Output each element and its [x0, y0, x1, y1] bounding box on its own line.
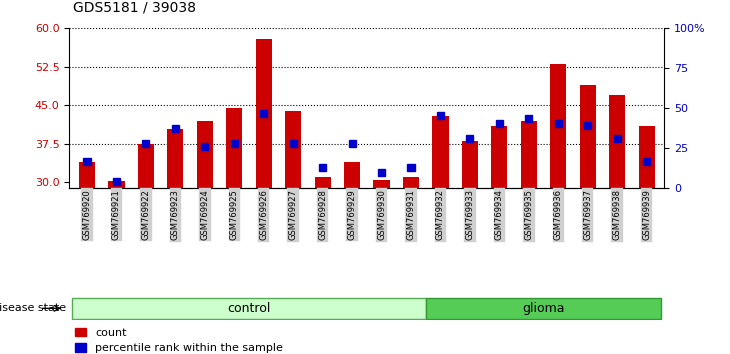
- Bar: [315, 177, 331, 188]
- Text: GSM769936: GSM769936: [554, 189, 563, 240]
- Bar: [172, 125, 179, 132]
- Bar: [226, 108, 242, 188]
- Bar: [643, 159, 650, 165]
- Bar: [520, 121, 537, 188]
- Bar: [555, 120, 562, 127]
- Text: GSM769932: GSM769932: [436, 189, 445, 240]
- Text: GSM769923: GSM769923: [171, 189, 180, 240]
- Bar: [614, 135, 620, 142]
- Bar: [580, 85, 596, 188]
- Text: GSM769937: GSM769937: [583, 189, 592, 240]
- Bar: [348, 141, 356, 148]
- Bar: [374, 180, 390, 188]
- Bar: [113, 178, 120, 185]
- Bar: [378, 169, 385, 176]
- Bar: [407, 164, 415, 171]
- Bar: [526, 115, 532, 122]
- Bar: [609, 95, 626, 188]
- Text: GSM769939: GSM769939: [642, 189, 651, 240]
- Bar: [432, 116, 448, 188]
- Bar: [285, 110, 301, 188]
- Text: GSM769938: GSM769938: [612, 189, 622, 240]
- FancyBboxPatch shape: [72, 297, 426, 319]
- Bar: [167, 129, 183, 188]
- Text: GSM769933: GSM769933: [466, 189, 474, 240]
- FancyBboxPatch shape: [426, 297, 661, 319]
- Text: GDS5181 / 39038: GDS5181 / 39038: [73, 0, 196, 14]
- Text: GSM769920: GSM769920: [82, 189, 91, 240]
- Bar: [491, 126, 507, 188]
- Bar: [83, 159, 91, 165]
- Bar: [201, 143, 208, 150]
- Bar: [319, 164, 326, 171]
- Text: glioma: glioma: [522, 302, 565, 315]
- Text: GSM769927: GSM769927: [288, 189, 298, 240]
- Text: GSM769926: GSM769926: [259, 189, 268, 240]
- Text: GSM769921: GSM769921: [112, 189, 121, 240]
- Bar: [142, 141, 150, 148]
- Bar: [290, 141, 296, 148]
- Bar: [79, 162, 95, 188]
- Text: GSM769928: GSM769928: [318, 189, 327, 240]
- Text: GSM769931: GSM769931: [407, 189, 415, 240]
- Bar: [196, 121, 213, 188]
- Text: GSM769935: GSM769935: [524, 189, 534, 240]
- Bar: [550, 64, 566, 188]
- Text: GSM769922: GSM769922: [142, 189, 150, 240]
- Text: GSM769934: GSM769934: [495, 189, 504, 240]
- Text: GSM769930: GSM769930: [377, 189, 386, 240]
- Text: GSM769924: GSM769924: [200, 189, 210, 240]
- Bar: [462, 141, 478, 188]
- Bar: [231, 141, 238, 148]
- Bar: [437, 112, 444, 119]
- Bar: [496, 120, 503, 127]
- Bar: [466, 135, 474, 142]
- Text: disease state: disease state: [0, 303, 66, 313]
- Text: control: control: [227, 302, 271, 315]
- Bar: [584, 122, 591, 130]
- Text: GSM769929: GSM769929: [347, 189, 356, 240]
- Bar: [138, 144, 154, 188]
- Legend: count, percentile rank within the sample: count, percentile rank within the sample: [75, 328, 283, 354]
- Bar: [403, 177, 419, 188]
- Bar: [255, 39, 272, 188]
- Bar: [639, 126, 655, 188]
- Bar: [344, 162, 360, 188]
- Bar: [260, 110, 267, 116]
- Bar: [108, 182, 125, 188]
- Text: GSM769925: GSM769925: [230, 189, 239, 240]
